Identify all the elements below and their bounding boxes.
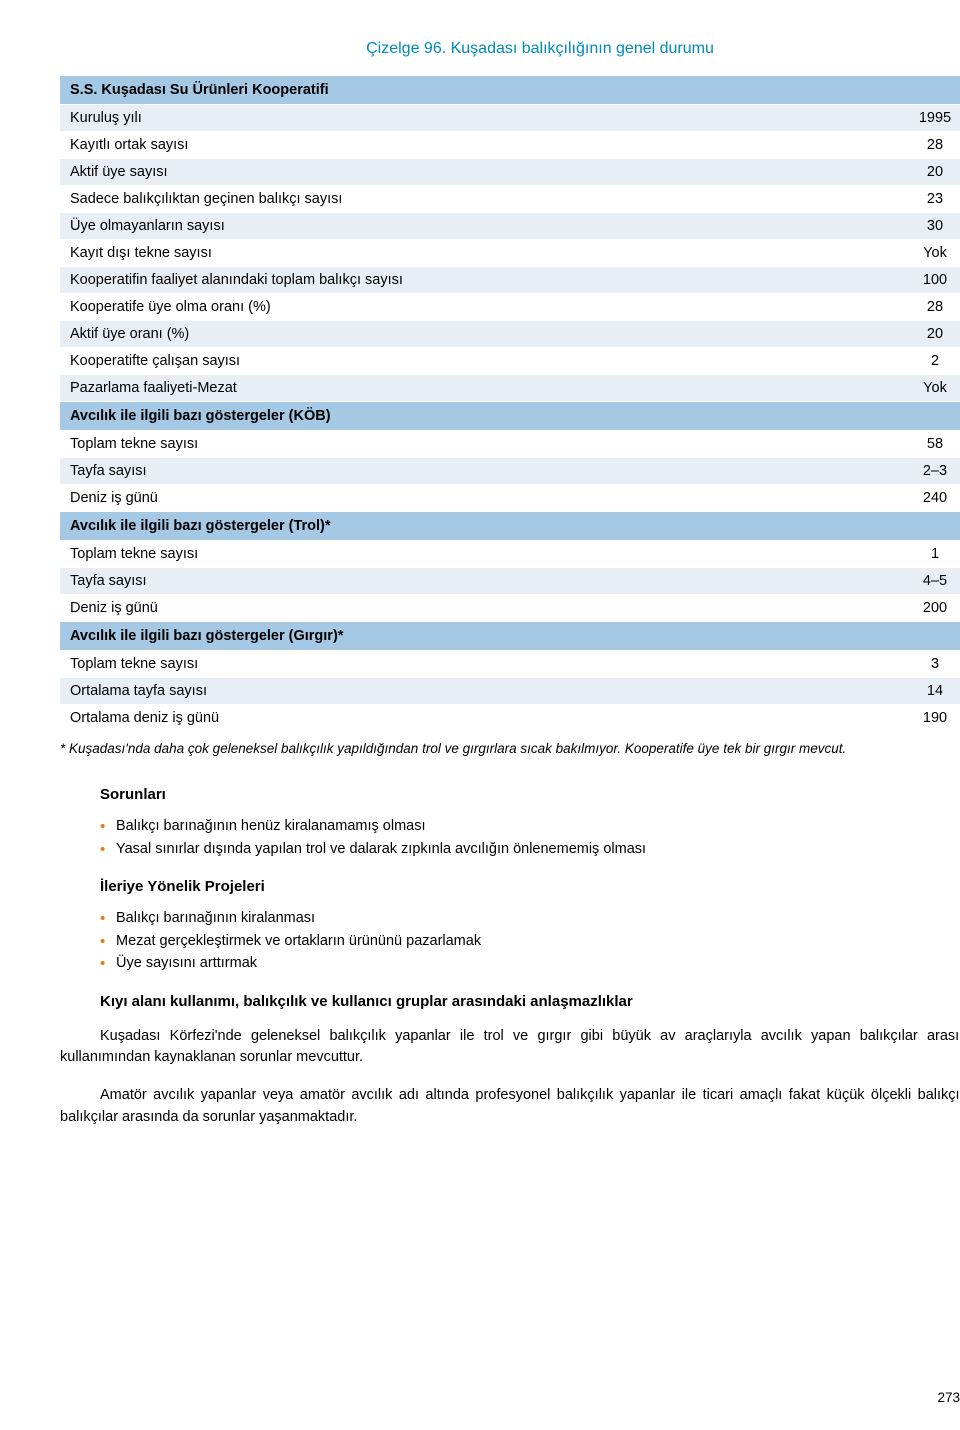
table-row: Deniz iş günü240 (60, 485, 960, 512)
table-row: Kooperatifin faaliyet alanındaki toplam … (60, 267, 960, 294)
table-section-header: Avcılık ile ilgili bazı göstergeler (KÖB… (60, 402, 960, 431)
row-label: Kayıtlı ortak sayısı (60, 132, 850, 159)
list-item: Balıkçı barınağının kiralanması (100, 907, 960, 929)
row-value: 2–3 (850, 458, 960, 485)
row-label: Aktif üye sayısı (60, 159, 850, 186)
row-label: Pazarlama faaliyeti-Mezat (60, 375, 850, 402)
row-value: Yok (850, 240, 960, 267)
row-value: 28 (850, 294, 960, 321)
table-row: Kayıt dışı tekne sayısıYok (60, 240, 960, 267)
row-label: Toplam tekne sayısı (60, 431, 850, 458)
row-label: Tayfa sayısı (60, 458, 850, 485)
table-row: Deniz iş günü200 (60, 595, 960, 622)
paragraph-1: Kuşadası Körfezi'nde geleneksel balıkçıl… (60, 1026, 960, 1070)
heading-projeleri: İleriye Yönelik Projeleri (100, 878, 960, 895)
row-value: 30 (850, 213, 960, 240)
bullet-list-2: Balıkçı barınağının kiralanmasıMezat ger… (100, 907, 960, 974)
table-row: Tayfa sayısı4–5 (60, 568, 960, 595)
list-item: Yasal sınırlar dışında yapılan trol ve d… (100, 838, 960, 860)
section-header-cell: Avcılık ile ilgili bazı göstergeler (Tro… (60, 512, 960, 541)
table-section-header: S.S. Kuşadası Su Ürünleri Kooperatifi (60, 76, 960, 105)
row-label: Kayıt dışı tekne sayısı (60, 240, 850, 267)
row-label: Üye olmayanların sayısı (60, 213, 850, 240)
table-row: Sadece balıkçılıktan geçinen balıkçı say… (60, 186, 960, 213)
row-label: Toplam tekne sayısı (60, 651, 850, 678)
row-value: 23 (850, 186, 960, 213)
row-value: 20 (850, 159, 960, 186)
list-item: Mezat gerçekleştirmek ve ortakların ürün… (100, 930, 960, 952)
row-label: Deniz iş günü (60, 595, 850, 622)
row-label: Toplam tekne sayısı (60, 541, 850, 568)
row-label: Tayfa sayısı (60, 568, 850, 595)
row-label: Kuruluş yılı (60, 105, 850, 132)
table-footnote: * Kuşadası'nda daha çok geleneksel balık… (60, 740, 960, 758)
table-row: Ortalama deniz iş günü190 (60, 705, 960, 732)
table-row: Toplam tekne sayısı3 (60, 651, 960, 678)
list-item: Balıkçı barınağının henüz kiralanamamış … (100, 815, 960, 837)
row-value: 100 (850, 267, 960, 294)
row-label: Kooperatife üye olma oranı (%) (60, 294, 850, 321)
row-value: 1 (850, 541, 960, 568)
section-header-cell: Avcılık ile ilgili bazı göstergeler (KÖB… (60, 402, 960, 431)
list-item: Üye sayısını arttırmak (100, 952, 960, 974)
paragraph-2: Amatör avcılık yapanlar veya amatör avcı… (60, 1085, 960, 1129)
data-table: S.S. Kuşadası Su Ürünleri KooperatifiKur… (60, 76, 960, 732)
row-value: 2 (850, 348, 960, 375)
row-value: 20 (850, 321, 960, 348)
section-header-cell: S.S. Kuşadası Su Ürünleri Kooperatifi (60, 76, 960, 105)
heading-kiyi: Kıyı alanı kullanımı, balıkçılık ve kull… (100, 993, 960, 1010)
table-row: Toplam tekne sayısı1 (60, 541, 960, 568)
table-row: Kooperatifte çalışan sayısı2 (60, 348, 960, 375)
row-value: 58 (850, 431, 960, 458)
row-value: 3 (850, 651, 960, 678)
section-header-cell: Avcılık ile ilgili bazı göstergeler (Gır… (60, 622, 960, 651)
row-label: Sadece balıkçılıktan geçinen balıkçı say… (60, 186, 850, 213)
row-value: 200 (850, 595, 960, 622)
row-value: 1995 (850, 105, 960, 132)
row-label: Ortalama tayfa sayısı (60, 678, 850, 705)
bullet-list-1: Balıkçı barınağının henüz kiralanamamış … (100, 815, 960, 860)
table-row: Kooperatife üye olma oranı (%)28 (60, 294, 960, 321)
row-label: Deniz iş günü (60, 485, 850, 512)
table-row: Tayfa sayısı2–3 (60, 458, 960, 485)
table-section-header: Avcılık ile ilgili bazı göstergeler (Gır… (60, 622, 960, 651)
row-value: Yok (850, 375, 960, 402)
table-row: Aktif üye oranı (%)20 (60, 321, 960, 348)
table-title: Çizelge 96. Kuşadası balıkçılığının gene… (60, 40, 960, 58)
table-row: Ortalama tayfa sayısı14 (60, 678, 960, 705)
row-value: 28 (850, 132, 960, 159)
table-row: Toplam tekne sayısı58 (60, 431, 960, 458)
page-number: 273 (937, 1390, 960, 1405)
row-value: 190 (850, 705, 960, 732)
row-label: Kooperatifin faaliyet alanındaki toplam … (60, 267, 850, 294)
table-row: Pazarlama faaliyeti-MezatYok (60, 375, 960, 402)
table-row: Kayıtlı ortak sayısı28 (60, 132, 960, 159)
table-row: Kuruluş yılı1995 (60, 105, 960, 132)
row-label: Kooperatifte çalışan sayısı (60, 348, 850, 375)
row-value: 14 (850, 678, 960, 705)
row-value: 4–5 (850, 568, 960, 595)
table-row: Aktif üye sayısı20 (60, 159, 960, 186)
heading-sorunlari: Sorunları (100, 786, 960, 803)
table-section-header: Avcılık ile ilgili bazı göstergeler (Tro… (60, 512, 960, 541)
row-value: 240 (850, 485, 960, 512)
table-row: Üye olmayanların sayısı30 (60, 213, 960, 240)
row-label: Aktif üye oranı (%) (60, 321, 850, 348)
row-label: Ortalama deniz iş günü (60, 705, 850, 732)
